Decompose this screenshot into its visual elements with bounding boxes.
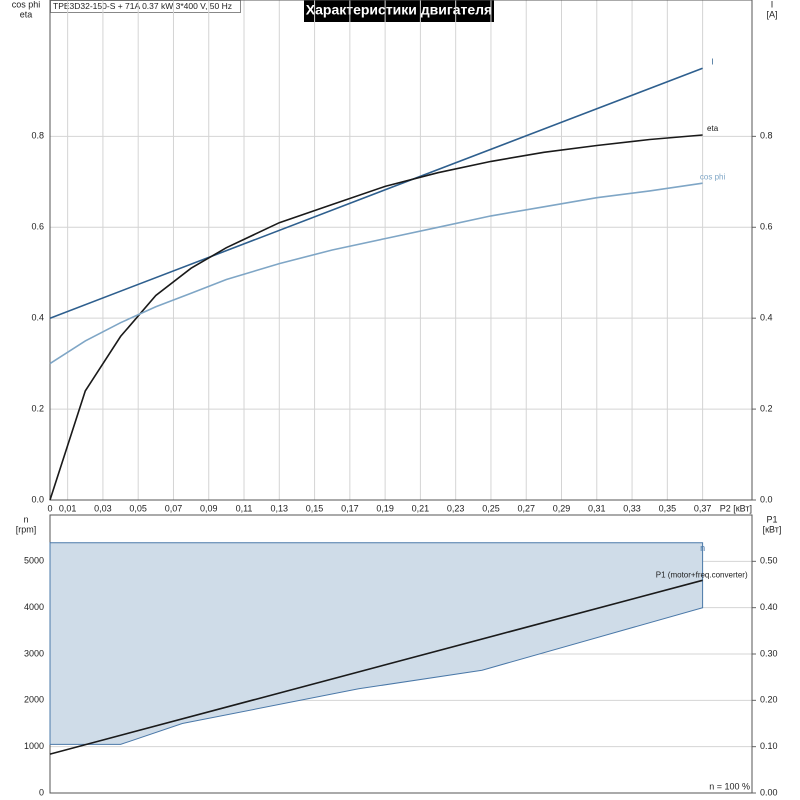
x-tick-label: 0,21 [412,503,430,513]
y-axis-label: eta [20,9,33,19]
y-tick-label: 1000 [24,741,44,751]
series-label: n [700,543,705,553]
x-tick-label: 0,15 [306,503,324,513]
y2-tick-label: 0.00 [760,787,778,797]
y-tick-label: 0.0 [31,494,44,504]
x-tick-label: 0,01 [59,503,77,513]
x-tick-label: 0,27 [517,503,535,513]
line [49,182,703,365]
y-tick-label: 0.2 [31,403,44,413]
y2-tick-label: 0.4 [760,313,773,323]
y2-tick-label: 0.2 [760,403,773,413]
x-tick-label: 0,19 [376,503,394,513]
y2-tick-label: 0.40 [760,602,778,612]
x-tick-label: 0,09 [200,503,218,513]
y-tick-label: 3000 [24,648,44,658]
plot-frame [49,0,753,501]
y-axis-label: n [23,514,28,524]
y2-axis-label: [A] [766,9,777,19]
y2-tick-label: 0.10 [760,741,778,751]
series-label: I [711,57,713,66]
x-tick-label: 0,11 [236,503,253,513]
y-tick-label: 0 [39,787,44,797]
annotation: n = 100 % [709,781,750,791]
x-tick-label: 0,33 [623,503,641,513]
range-area [49,542,704,745]
y2-axis-label: [кВт] [763,524,782,534]
y2-tick-label: 0.8 [760,131,773,141]
y2-tick-label: 0.6 [760,222,773,232]
line [49,134,703,501]
y2-tick-label: 0.0 [760,494,773,504]
chart-title: Характеристики двигателя [306,2,492,18]
y2-axis-label: I [771,0,774,9]
x-tick-label: 0,35 [659,503,677,513]
x-tick-label: 0,23 [447,503,465,513]
y-tick-label: 4000 [24,602,44,612]
series-label: eta [707,124,719,133]
y-tick-label: 0.8 [31,131,44,141]
x-tick-label: 0,03 [94,503,112,513]
x-tick-label: 0 [47,503,52,513]
x-tick-label: 0,17 [341,503,359,513]
y-tick-label: 5000 [24,556,44,566]
y2-tick-label: 0.20 [760,695,778,705]
header-text: TPE3D32-150-S + 71A 0.37 kW 3*400 V, 50 … [53,1,232,11]
x-axis-label: P2 [кВт] [720,503,752,513]
y-tick-label: 0.4 [31,313,44,323]
x-tick-label: 0,29 [553,503,571,513]
y2-tick-label: 0.30 [760,648,778,658]
series-label: P1 (motor+freq.converter) [656,570,748,579]
y2-tick-label: 0.50 [760,556,778,566]
line [49,67,703,319]
y-axis-label: [rpm] [16,524,37,534]
x-tick-label: 0,31 [588,503,606,513]
x-tick-label: 0,25 [482,503,500,513]
x-tick-label: 0,37 [694,503,712,513]
x-tick-label: 0,07 [165,503,183,513]
series-label: cos phi [700,172,726,181]
y-axis-label: cos phi [12,0,41,9]
y-tick-label: 0.6 [31,222,44,232]
title-box [304,0,494,22]
x-tick-label: 0,05 [129,503,147,513]
x-tick-label: 0,13 [271,503,289,513]
line [49,579,703,755]
y-tick-label: 2000 [24,695,44,705]
y2-axis-label: P1 [766,514,777,524]
